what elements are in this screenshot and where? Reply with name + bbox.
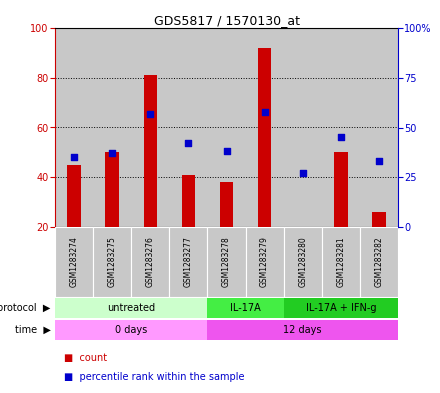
- Text: GSM1283280: GSM1283280: [298, 237, 307, 287]
- Bar: [246, 28, 284, 227]
- Text: untreated: untreated: [107, 303, 155, 313]
- Text: ■  percentile rank within the sample: ■ percentile rank within the sample: [64, 373, 244, 382]
- Bar: [207, 28, 246, 227]
- Bar: [207, 298, 284, 318]
- Bar: [131, 227, 169, 297]
- Bar: [258, 48, 271, 227]
- Point: [261, 108, 268, 115]
- Text: GSM1283282: GSM1283282: [374, 237, 383, 287]
- Text: GSM1283278: GSM1283278: [222, 237, 231, 287]
- Bar: [182, 175, 195, 227]
- Bar: [322, 227, 360, 297]
- Bar: [284, 28, 322, 227]
- Bar: [93, 227, 131, 297]
- Bar: [55, 320, 207, 340]
- Text: GSM1283281: GSM1283281: [336, 237, 345, 287]
- Bar: [106, 152, 119, 227]
- Bar: [360, 227, 398, 297]
- Text: IL-17A + IFN-g: IL-17A + IFN-g: [306, 303, 376, 313]
- Bar: [55, 227, 93, 297]
- Bar: [169, 227, 207, 297]
- Bar: [322, 28, 360, 227]
- Text: GSM1283279: GSM1283279: [260, 237, 269, 287]
- Bar: [207, 227, 246, 297]
- Bar: [55, 28, 93, 227]
- Text: 12 days: 12 days: [283, 325, 322, 335]
- Bar: [67, 165, 81, 227]
- Text: 0 days: 0 days: [115, 325, 147, 335]
- Text: GSM1283274: GSM1283274: [70, 237, 79, 287]
- Point: [223, 148, 230, 154]
- Bar: [143, 75, 157, 227]
- Text: GSM1283275: GSM1283275: [108, 237, 117, 287]
- Point: [375, 158, 382, 165]
- Bar: [93, 28, 131, 227]
- Bar: [246, 227, 284, 297]
- Point: [109, 150, 116, 156]
- Bar: [334, 152, 348, 227]
- Text: ■  count: ■ count: [64, 353, 107, 363]
- Point: [70, 154, 77, 160]
- Text: protocol  ▶: protocol ▶: [0, 303, 51, 313]
- Bar: [131, 28, 169, 227]
- Bar: [372, 212, 385, 227]
- Point: [147, 110, 154, 117]
- Text: time  ▶: time ▶: [15, 325, 51, 335]
- Bar: [207, 320, 398, 340]
- Bar: [55, 298, 207, 318]
- Point: [299, 170, 306, 176]
- Bar: [169, 28, 207, 227]
- Point: [337, 134, 345, 141]
- Text: IL-17A: IL-17A: [230, 303, 261, 313]
- Bar: [284, 298, 398, 318]
- Point: [185, 140, 192, 147]
- Title: GDS5817 / 1570130_at: GDS5817 / 1570130_at: [154, 14, 300, 27]
- Bar: [360, 28, 398, 227]
- Text: GSM1283276: GSM1283276: [146, 237, 155, 287]
- Bar: [284, 227, 322, 297]
- Bar: [220, 182, 233, 227]
- Text: GSM1283277: GSM1283277: [184, 237, 193, 287]
